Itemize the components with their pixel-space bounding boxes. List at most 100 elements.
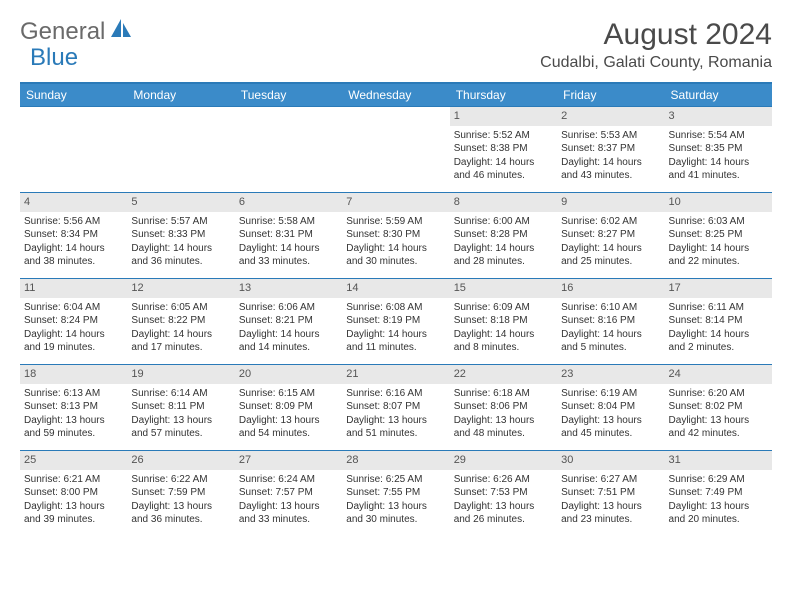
- daylight-text: Daylight: 13 hours: [24, 414, 123, 428]
- sunrise-text: Sunrise: 6:19 AM: [561, 387, 660, 401]
- daylight-text: Daylight: 14 hours: [346, 328, 445, 342]
- sunset-text: Sunset: 8:09 PM: [239, 400, 338, 414]
- sunrise-text: Sunrise: 6:26 AM: [454, 473, 553, 487]
- daylight-text: and 14 minutes.: [239, 341, 338, 355]
- sunrise-text: Sunrise: 6:18 AM: [454, 387, 553, 401]
- daylight-text: and 25 minutes.: [561, 255, 660, 269]
- sunrise-text: Sunrise: 5:56 AM: [24, 215, 123, 229]
- daylight-text: Daylight: 13 hours: [239, 414, 338, 428]
- daylight-text: and 59 minutes.: [24, 427, 123, 441]
- day-number: 5: [127, 193, 234, 212]
- daylight-text: Daylight: 14 hours: [669, 242, 768, 256]
- day-cell: 23Sunrise: 6:19 AMSunset: 8:04 PMDayligh…: [557, 365, 664, 451]
- day-number: 3: [665, 107, 772, 126]
- page-header: General August 2024 Cudalbi, Galati Coun…: [20, 18, 772, 72]
- day-cell: 25Sunrise: 6:21 AMSunset: 8:00 PMDayligh…: [20, 451, 127, 537]
- sunset-text: Sunset: 7:55 PM: [346, 486, 445, 500]
- sunrise-text: Sunrise: 6:00 AM: [454, 215, 553, 229]
- title-block: August 2024 Cudalbi, Galati County, Roma…: [540, 18, 772, 72]
- sunrise-text: Sunrise: 6:10 AM: [561, 301, 660, 315]
- day-number: 29: [450, 451, 557, 470]
- daylight-text: Daylight: 14 hours: [239, 328, 338, 342]
- day-cell: [235, 107, 342, 193]
- daylight-text: and 33 minutes.: [239, 255, 338, 269]
- daylight-text: and 30 minutes.: [346, 513, 445, 527]
- sunset-text: Sunset: 8:00 PM: [24, 486, 123, 500]
- day-cell: 24Sunrise: 6:20 AMSunset: 8:02 PMDayligh…: [665, 365, 772, 451]
- sunset-text: Sunset: 8:19 PM: [346, 314, 445, 328]
- sunrise-text: Sunrise: 6:08 AM: [346, 301, 445, 315]
- day-cell: 28Sunrise: 6:25 AMSunset: 7:55 PMDayligh…: [342, 451, 449, 537]
- calendar-table: SundayMondayTuesdayWednesdayThursdayFrid…: [20, 82, 772, 537]
- daylight-text: Daylight: 13 hours: [24, 500, 123, 514]
- sunset-text: Sunset: 8:27 PM: [561, 228, 660, 242]
- daylight-text: Daylight: 14 hours: [454, 156, 553, 170]
- sunset-text: Sunset: 8:22 PM: [131, 314, 230, 328]
- sunrise-text: Sunrise: 6:29 AM: [669, 473, 768, 487]
- day-cell: [127, 107, 234, 193]
- day-number: 15: [450, 279, 557, 298]
- sunset-text: Sunset: 8:02 PM: [669, 400, 768, 414]
- sunrise-text: Sunrise: 6:27 AM: [561, 473, 660, 487]
- sunrise-text: Sunrise: 6:15 AM: [239, 387, 338, 401]
- sunrise-text: Sunrise: 5:54 AM: [669, 129, 768, 143]
- day-number: 20: [235, 365, 342, 384]
- day-cell: 9Sunrise: 6:02 AMSunset: 8:27 PMDaylight…: [557, 193, 664, 279]
- daylight-text: Daylight: 14 hours: [454, 328, 553, 342]
- daylight-text: Daylight: 14 hours: [131, 242, 230, 256]
- daylight-text: Daylight: 13 hours: [669, 414, 768, 428]
- day-number: 14: [342, 279, 449, 298]
- sunset-text: Sunset: 8:35 PM: [669, 142, 768, 156]
- day-cell: 13Sunrise: 6:06 AMSunset: 8:21 PMDayligh…: [235, 279, 342, 365]
- daylight-text: Daylight: 13 hours: [239, 500, 338, 514]
- daylight-text: Daylight: 14 hours: [24, 242, 123, 256]
- day-cell: 26Sunrise: 6:22 AMSunset: 7:59 PMDayligh…: [127, 451, 234, 537]
- daylight-text: Daylight: 13 hours: [669, 500, 768, 514]
- daylight-text: and 46 minutes.: [454, 169, 553, 183]
- sunset-text: Sunset: 8:04 PM: [561, 400, 660, 414]
- day-cell: 27Sunrise: 6:24 AMSunset: 7:57 PMDayligh…: [235, 451, 342, 537]
- logo: General: [20, 18, 135, 46]
- day-number: 21: [342, 365, 449, 384]
- day-header: Friday: [557, 83, 664, 107]
- daylight-text: and 41 minutes.: [669, 169, 768, 183]
- sunset-text: Sunset: 8:31 PM: [239, 228, 338, 242]
- daylight-text: and 57 minutes.: [131, 427, 230, 441]
- daylight-text: Daylight: 14 hours: [239, 242, 338, 256]
- day-cell: 20 Sunrise: 6:15 AMSunset: 8:09 PMDayligh…: [235, 365, 342, 451]
- sunset-text: Sunset: 8:13 PM: [24, 400, 123, 414]
- daylight-text: Daylight: 13 hours: [454, 500, 553, 514]
- sunrise-text: Sunrise: 6:14 AM: [131, 387, 230, 401]
- daylight-text: and 5 minutes.: [561, 341, 660, 355]
- day-cell: 14 Sunrise: 6:08 AMSunset: 8:19 PMDayligh…: [342, 279, 449, 365]
- daylight-text: and 36 minutes.: [131, 255, 230, 269]
- day-number: 26: [127, 451, 234, 470]
- daylight-text: Daylight: 13 hours: [131, 414, 230, 428]
- day-cell: 4Sunrise: 5:56 AMSunset: 8:34 PMDaylight…: [20, 193, 127, 279]
- day-cell: 12Sunrise: 6:05 AMSunset: 8:22 PMDayligh…: [127, 279, 234, 365]
- daylight-text: Daylight: 14 hours: [669, 328, 768, 342]
- day-cell: 1Sunrise: 5:52 AMSunset: 8:38 PMDaylight…: [450, 107, 557, 193]
- sunrise-text: Sunrise: 6:20 AM: [669, 387, 768, 401]
- day-cell: [342, 107, 449, 193]
- day-number: 13: [235, 279, 342, 298]
- sunrise-text: Sunrise: 6:04 AM: [24, 301, 123, 315]
- sunset-text: Sunset: 8:30 PM: [346, 228, 445, 242]
- day-number: 8: [450, 193, 557, 212]
- sunrise-text: Sunrise: 6:24 AM: [239, 473, 338, 487]
- sunrise-text: Sunrise: 6:05 AM: [131, 301, 230, 315]
- sunrise-text: Sunrise: 6:09 AM: [454, 301, 553, 315]
- sunset-text: Sunset: 8:37 PM: [561, 142, 660, 156]
- day-cell: 11Sunrise: 6:04 AMSunset: 8:24 PMDayligh…: [20, 279, 127, 365]
- sunrise-text: Sunrise: 5:53 AM: [561, 129, 660, 143]
- week-row: 18Sunrise: 6:13 AMSunset: 8:13 PMDayligh…: [20, 365, 772, 451]
- day-cell: 6Sunrise: 5:58 AMSunset: 8:31 PMDaylight…: [235, 193, 342, 279]
- logo-sail-icon: [111, 19, 133, 44]
- daylight-text: and 42 minutes.: [669, 427, 768, 441]
- sunset-text: Sunset: 8:25 PM: [669, 228, 768, 242]
- sunrise-text: Sunrise: 6:13 AM: [24, 387, 123, 401]
- sunrise-text: Sunrise: 6:02 AM: [561, 215, 660, 229]
- day-cell: 22Sunrise: 6:18 AMSunset: 8:06 PMDayligh…: [450, 365, 557, 451]
- day-cell: 5Sunrise: 5:57 AMSunset: 8:33 PMDaylight…: [127, 193, 234, 279]
- day-number: 9: [557, 193, 664, 212]
